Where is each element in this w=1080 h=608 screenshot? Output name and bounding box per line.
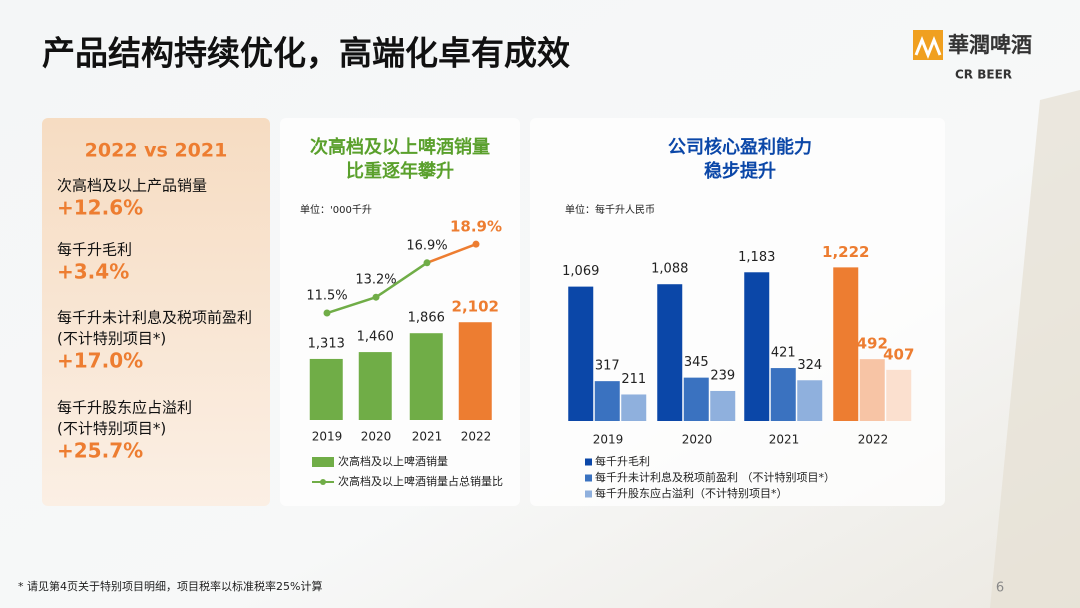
data-label: 1,460 (357, 330, 394, 345)
data-label: 211 (621, 372, 646, 387)
x-tick-label: 2020 (361, 430, 392, 444)
bar (744, 272, 770, 421)
summary-label: (不计特别项目*) (57, 330, 166, 348)
slide-title: 产品结构持续优化，高端化卓有成效 (42, 34, 570, 73)
data-label: 1,313 (308, 336, 345, 351)
summary-label: 每千升未计利息及税项前盈利 (57, 309, 252, 327)
bar (859, 359, 885, 421)
line-marker (472, 240, 480, 248)
line-marker (323, 309, 331, 317)
summary-value: +25.7% (57, 439, 143, 463)
bar (710, 390, 736, 421)
data-label: 1,069 (562, 264, 599, 279)
data-label: 317 (595, 359, 620, 374)
data-label: 13.2% (355, 273, 396, 288)
line-segment (426, 243, 477, 264)
legend-swatch (585, 490, 592, 498)
summary-value: +17.0% (57, 349, 143, 373)
chart-title: 比重逐年攀升 (346, 160, 454, 182)
chart-title: 次高档及以上啤酒销量 (310, 136, 490, 158)
line-marker (372, 293, 380, 301)
data-label: 407 (883, 345, 914, 363)
legend-label: 次高档及以上啤酒销量占总销量比 (338, 474, 503, 488)
bar (886, 369, 912, 421)
bar (833, 267, 859, 421)
bar (568, 286, 594, 421)
summary-label: 次高档及以上产品销量 (57, 177, 207, 195)
data-label: 1,222 (822, 243, 869, 261)
summary-panel (42, 118, 270, 506)
x-tick-label: 2021 (412, 430, 443, 444)
line-segment (326, 296, 377, 315)
unit-label: 单位：'000千升 (300, 203, 372, 216)
bar (683, 377, 709, 421)
data-label: 2,102 (452, 298, 499, 316)
decoration (990, 90, 1080, 608)
x-tick-label: 2020 (682, 433, 713, 447)
data-label: 1,088 (651, 262, 688, 277)
legend-label: 每千升股东应占溢利（不计特别项目*） (595, 486, 788, 500)
logo-mark (914, 35, 942, 60)
data-label: 421 (771, 346, 796, 361)
bar (797, 380, 823, 421)
summary-label: (不计特别项目*) (57, 420, 166, 438)
legend-swatch (585, 458, 592, 466)
data-label: 16.9% (406, 238, 447, 253)
legend-swatch (585, 474, 592, 482)
data-label: 11.5% (306, 289, 347, 304)
summary-value: +12.6% (57, 196, 143, 220)
summary-title: 2022 vs 2021 (85, 140, 228, 162)
logo-subtitle: CR BEER (955, 68, 1012, 82)
bar (621, 394, 647, 421)
summary-value: +3.4% (57, 260, 129, 284)
legend-marker (320, 479, 326, 485)
x-tick-label: 2022 (461, 430, 492, 444)
data-label: 324 (797, 358, 822, 373)
line-segment (375, 261, 428, 299)
bar (770, 368, 796, 421)
legend-swatch (312, 457, 334, 467)
chart-title: 公司核心盈利能力 (668, 136, 812, 158)
x-tick-label: 2021 (769, 433, 800, 447)
x-tick-label: 2019 (593, 433, 624, 447)
legend-label: 每千升毛利 (595, 454, 650, 468)
summary-label: 每千升股东应占溢利 (57, 399, 192, 417)
bar (657, 284, 683, 421)
bar (358, 352, 392, 420)
data-label: 1,183 (738, 250, 775, 265)
bar (309, 358, 343, 420)
data-label: 239 (710, 368, 735, 383)
data-label: 492 (857, 335, 888, 353)
logo: 華潤啤酒 CR BEER (913, 30, 1032, 82)
data-label: 18.9% (450, 218, 502, 236)
summary-label: 每千升毛利 (57, 241, 132, 259)
footnote: * 请见第4页关于特别项目明细，项目税率以标准税率25%计算 (18, 579, 322, 593)
page-number: 6 (996, 581, 1004, 596)
data-label: 1,866 (408, 311, 445, 326)
legend-label: 每千升未计利息及税项前盈利 （不计特别项目*） (595, 470, 835, 484)
bar (458, 322, 492, 420)
bar (594, 381, 620, 421)
x-tick-label: 2022 (858, 433, 889, 447)
data-label: 345 (684, 355, 709, 370)
legend-label: 次高档及以上啤酒销量 (338, 454, 448, 468)
chart-title: 稳步提升 (704, 160, 776, 182)
bar (409, 333, 443, 420)
logo-name: 華潤啤酒 (948, 33, 1032, 57)
unit-label: 单位：每千升人民币 (565, 203, 655, 216)
x-tick-label: 2019 (312, 430, 343, 444)
line-marker (423, 259, 431, 267)
